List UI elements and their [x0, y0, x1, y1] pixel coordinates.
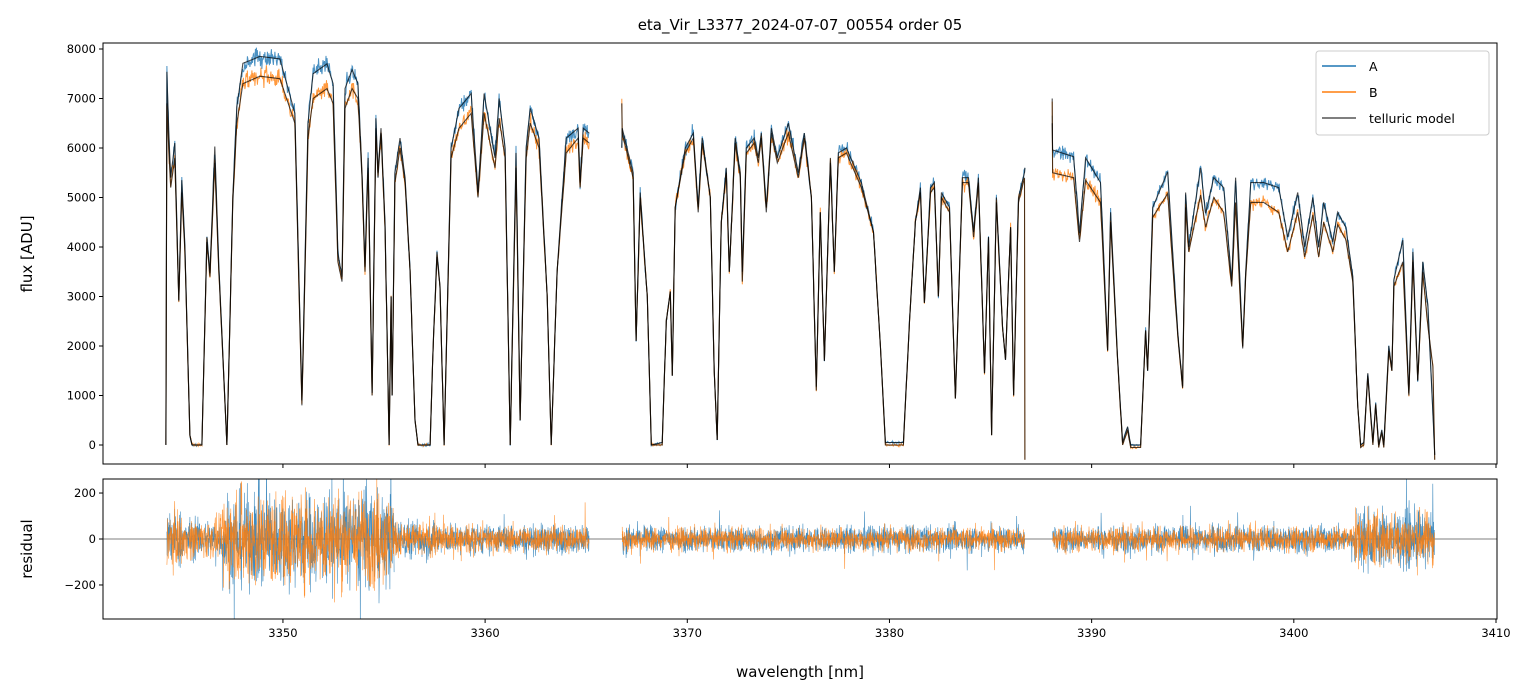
- flux-y-tick-label: 1000: [67, 388, 96, 402]
- flux-y-tick-label: 6000: [67, 141, 96, 155]
- x-tick-label: 3360: [470, 626, 499, 640]
- legend-label-b: B: [1369, 85, 1378, 100]
- residual-axes-frame: [102, 478, 1498, 620]
- residual-b-line: [1354, 506, 1435, 576]
- x-axis-label: wavelength [nm]: [736, 663, 864, 681]
- residual-b-line: [181, 512, 223, 561]
- series-a-line: [165, 47, 590, 448]
- chart-title: eta_Vir_L3377_2024-07-07_00554 order 05: [638, 16, 963, 35]
- residual-b-line: [222, 479, 395, 603]
- legend: A B telluric model: [1315, 50, 1490, 136]
- x-tick-label: 3410: [1481, 626, 1510, 640]
- x-tick-label: 3380: [875, 626, 904, 640]
- flux-y-tick-label: 0: [89, 438, 96, 452]
- flux-y-tick-label: 5000: [67, 190, 96, 204]
- x-tick-label: 3370: [673, 626, 702, 640]
- x-tick-label: 3400: [1279, 626, 1308, 640]
- flux-y-tick-label: 3000: [67, 289, 96, 303]
- series-b-line: [621, 98, 1026, 460]
- flux-y-tick-label: 4000: [67, 240, 96, 254]
- residual-y-tick-label: 0: [89, 532, 96, 546]
- residual-b-line: [166, 501, 182, 576]
- flux-axes-frame: [102, 42, 1498, 465]
- legend-label-telluric: telluric model: [1369, 111, 1455, 126]
- flux-y-tick-label: 7000: [67, 91, 96, 105]
- residual-y-tick-label: −200: [64, 578, 96, 592]
- x-tick-label: 3390: [1077, 626, 1106, 640]
- flux-panel: [165, 47, 1436, 460]
- flux-y-tick-label: 2000: [67, 339, 96, 353]
- residual-y-tick-label: 200: [74, 486, 96, 500]
- residual-y-axis-label: residual: [18, 519, 36, 578]
- telluric-model-a-line: [165, 55, 590, 446]
- residual-panel: [103, 479, 1497, 619]
- residual-b-line: [621, 516, 1025, 571]
- residual-b-line: [1052, 520, 1355, 563]
- residual-b-line: [393, 512, 445, 559]
- flux-y-axis-label: flux [ADU]: [18, 215, 36, 292]
- telluric-model-b-line: [165, 75, 590, 446]
- x-tick-label: 3350: [268, 626, 297, 640]
- legend-label-a: A: [1369, 59, 1378, 74]
- telluric-model-b-line: [621, 103, 1026, 460]
- series-b-line: [165, 65, 590, 448]
- telluric-model-b-line: [1051, 98, 1436, 460]
- flux-y-tick-label: 8000: [67, 42, 96, 56]
- residual-b-line: [444, 502, 590, 562]
- axis-ticks: 3350 3360 3370 3380 3390 3400 3410010002000300…: [64, 42, 1510, 640]
- residual-a-line: [1354, 479, 1435, 574]
- legend-box: [1315, 50, 1490, 136]
